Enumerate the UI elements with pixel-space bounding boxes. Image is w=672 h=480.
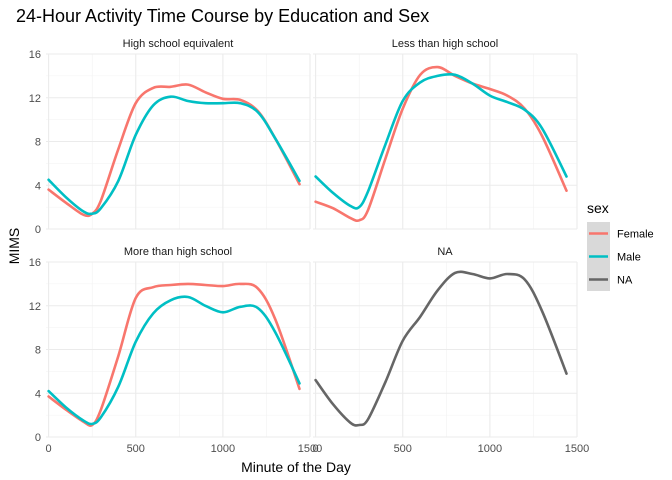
panel: More than high school 0 4 8 12 16 0 500 1000 1500 xyxy=(29,246,322,455)
x-tick-label: 500 xyxy=(394,443,412,455)
series-line-male xyxy=(47,295,301,426)
legend-label: NA xyxy=(617,275,633,287)
series-line-na xyxy=(314,270,568,427)
x-tick-label: 0 xyxy=(313,443,319,455)
panel-strip-label: Less than high school xyxy=(392,38,498,50)
y-tick-label: 8 xyxy=(35,345,41,357)
panel: High school equivalent 0 4 8 12 16 xyxy=(29,38,311,236)
x-tick-label: 500 xyxy=(127,443,145,455)
panel-strip-label: More than high school xyxy=(124,246,232,258)
legend-title: sex xyxy=(587,200,609,216)
x-tick-label: 1500 xyxy=(298,443,322,455)
panel-strip-label: NA xyxy=(437,246,453,258)
series-line-female xyxy=(47,282,301,427)
y-tick-label: 4 xyxy=(35,388,41,400)
legend: sex Female Male NA xyxy=(587,200,654,291)
series-line-male xyxy=(314,72,568,210)
x-axis-title: Minute of the Day xyxy=(241,459,351,475)
y-tick-label: 4 xyxy=(35,180,41,192)
legend-label: Male xyxy=(617,252,641,264)
x-tick-label: 1000 xyxy=(211,443,235,455)
series-line-female xyxy=(314,65,568,223)
panels: High school equivalent 0 4 8 12 16 Less than h… xyxy=(29,38,589,455)
chart-title: 24-Hour Activity Time Course by Educatio… xyxy=(16,6,429,26)
panel: NA 0 500 1000 1500 xyxy=(313,246,590,455)
y-tick-label: 16 xyxy=(29,257,41,269)
x-tick-label: 1000 xyxy=(478,443,502,455)
y-tick-label: 16 xyxy=(29,49,41,61)
panel-strip-label: High school equivalent xyxy=(123,38,234,50)
y-tick-label: 12 xyxy=(29,93,41,105)
legend-label: Female xyxy=(617,229,654,241)
panel: Less than high school xyxy=(313,38,578,230)
y-tick-label: 8 xyxy=(35,137,41,149)
y-tick-label: 0 xyxy=(35,432,41,444)
x-tick-label: 1500 xyxy=(565,443,589,455)
series-line-male xyxy=(47,95,301,216)
y-tick-label: 0 xyxy=(35,224,41,236)
y-axis-title: MIMS xyxy=(6,228,22,265)
x-tick-label: 0 xyxy=(46,443,52,455)
series-line-female xyxy=(47,83,301,218)
y-tick-label: 12 xyxy=(29,301,41,313)
